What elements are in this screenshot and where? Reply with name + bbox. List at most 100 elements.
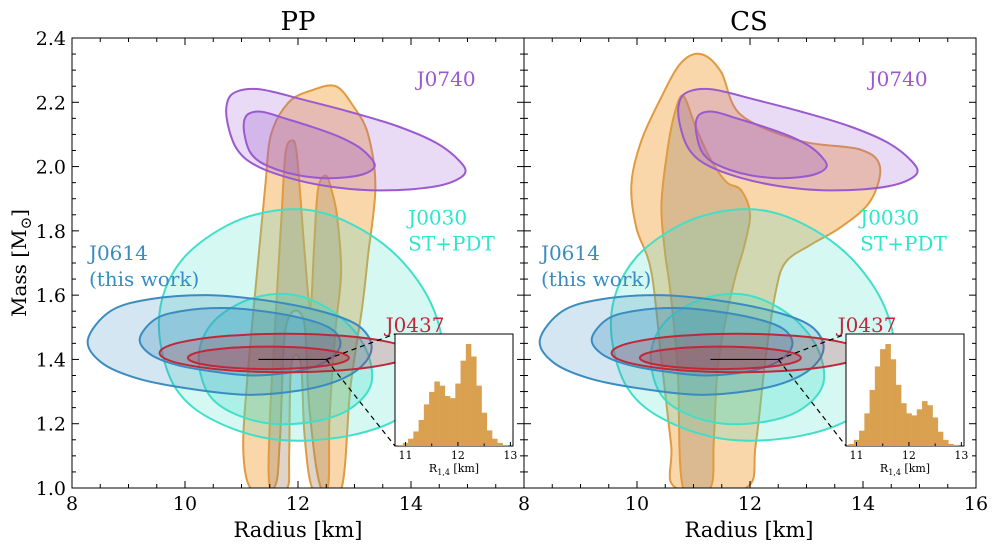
hist-bar (465, 344, 472, 446)
inset-x-label-unit: [km] (901, 462, 930, 475)
panel-cs: J0740 J0030 ST+PDT J0614 (this work) J0437 8 10… (518, 37, 988, 515)
series-label-j0740: J0740 (867, 67, 928, 91)
contour-j0614-this-work-inner (590, 306, 794, 377)
series-label-line: J0614 (539, 241, 600, 265)
hist-bar (927, 405, 933, 446)
hist-bar (476, 385, 482, 446)
contour-cs-posterior-outer (630, 52, 882, 488)
series-label-line: J0614 (87, 241, 148, 265)
hist-bar (434, 381, 440, 446)
inset-x-tick-label: 13 (503, 449, 517, 462)
series-label-line: (this work) (541, 267, 651, 291)
hist-bar (948, 443, 954, 446)
hist-bar (486, 430, 493, 446)
series-label-j0437: J0437 (836, 313, 897, 337)
x-tick-label: 16 (964, 493, 988, 515)
hist-bar (895, 384, 902, 446)
hist-bar (890, 359, 897, 446)
x-tick-label: 14 (399, 493, 423, 515)
y-tick-label: 1.2 (36, 414, 66, 436)
y-tick-label: 2.0 (36, 157, 66, 179)
inset-x-tick-label: 11 (398, 449, 412, 462)
inset-connector-bottom (777, 359, 847, 447)
y-tick-label: 1.6 (36, 285, 66, 307)
series-label-line: J0740 (415, 67, 476, 91)
x-tick-label: 14 (851, 493, 875, 515)
hist-bar (429, 391, 435, 446)
hist-bar (937, 431, 944, 446)
inset-x-tick-label: 11 (849, 449, 863, 462)
series-label-line: J0030 (406, 205, 467, 229)
inset-x-label: R1,4 [km] (429, 462, 479, 477)
hist-bar (932, 417, 939, 446)
hist-bar (848, 443, 855, 446)
panel-pp: J0740 J0030 ST+PDT J0614 (this work) J0437 8 10… (36, 28, 525, 515)
x-tick-label: 8 (66, 493, 78, 515)
series-label-j0740: J0740 (415, 67, 476, 91)
hist-bar (901, 403, 907, 446)
x-tick-label: 8 (518, 493, 530, 515)
contour-j0437-outer (610, 332, 865, 374)
x-tick-label: 10 (173, 493, 197, 515)
hist-bar (502, 444, 509, 446)
hist-bar (439, 385, 446, 446)
hist-bar (880, 349, 886, 446)
hist-bar (916, 409, 923, 446)
hist-bar (906, 413, 912, 446)
inset-connector-top (778, 333, 847, 360)
hist-bar (408, 438, 414, 446)
y-tick-label: 1.4 (36, 349, 66, 371)
contour-j0740-inner (694, 110, 828, 180)
hist-bar (874, 366, 881, 446)
hist-bar (418, 419, 425, 446)
series-label-line: J0437 (836, 313, 897, 337)
hist-bar (455, 383, 461, 446)
inset-x-tick-label: 12 (451, 449, 465, 462)
inset-x-tick-label: 12 (902, 449, 916, 462)
series-label-j0030-st-pdt: J0030 ST+PDT (858, 205, 947, 255)
hist-bar (460, 360, 467, 446)
hist-bar (911, 415, 918, 446)
hist-bar (423, 404, 430, 446)
inset-x-label-r: R (880, 462, 889, 475)
inset-x-label-sub: 1,4 (888, 468, 901, 477)
contour-j0740-inner (242, 110, 376, 180)
hist-bar (450, 398, 456, 446)
series-label-line: J0030 (858, 205, 919, 229)
contour-j0614-this-work-inner (138, 306, 342, 377)
inset-x-label-r: R (429, 462, 438, 475)
contour-j0437-outer (158, 332, 413, 374)
inset-connector-bottom (325, 359, 396, 447)
contour-j0437-inner (186, 345, 350, 371)
hist-bar (497, 442, 503, 446)
panel-title-pp: PP (281, 7, 316, 37)
inset-x-tick-label: 13 (954, 449, 968, 462)
y-tick-label: 1.8 (36, 221, 66, 243)
series-label-j0437: J0437 (384, 313, 445, 337)
x-tick-label: 12 (286, 493, 310, 515)
series-label-line: ST+PDT (860, 231, 947, 255)
y-axis-label: Mass [M⊙] (7, 209, 35, 317)
hist-bar (471, 356, 477, 446)
hist-bar (492, 438, 498, 446)
series-label-line: J0437 (384, 313, 445, 337)
contour-cs-posterior-inner (660, 94, 752, 488)
hist-bar (869, 389, 876, 446)
panel-title-cs: CS (730, 7, 768, 37)
hist-bar (953, 444, 960, 446)
inset-histogram: 11 12 13 R1,4 [km] (845, 333, 968, 477)
series-label-line: J0740 (867, 67, 928, 91)
inset-x-label: R1,4 [km] (880, 462, 930, 477)
inset-connector-top (326, 333, 396, 360)
contour-pp-posterior-inner (267, 139, 343, 488)
hist-bar (922, 401, 928, 446)
x-tick-label: 10 (625, 493, 649, 515)
contour-j0437-inner (638, 345, 802, 371)
series-label-line: ST+PDT (408, 231, 495, 255)
inset-x-label-unit: [km] (450, 462, 479, 475)
hist-bar (397, 444, 404, 446)
hist-bar (413, 431, 419, 446)
x-axis-label-cs: Radius [km] (685, 518, 814, 542)
inset-x-label-sub: 1,4 (437, 468, 450, 477)
